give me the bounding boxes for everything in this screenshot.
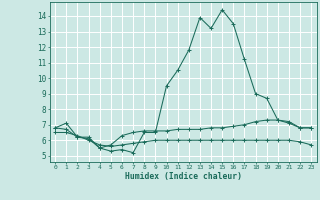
X-axis label: Humidex (Indice chaleur): Humidex (Indice chaleur) bbox=[125, 172, 242, 181]
